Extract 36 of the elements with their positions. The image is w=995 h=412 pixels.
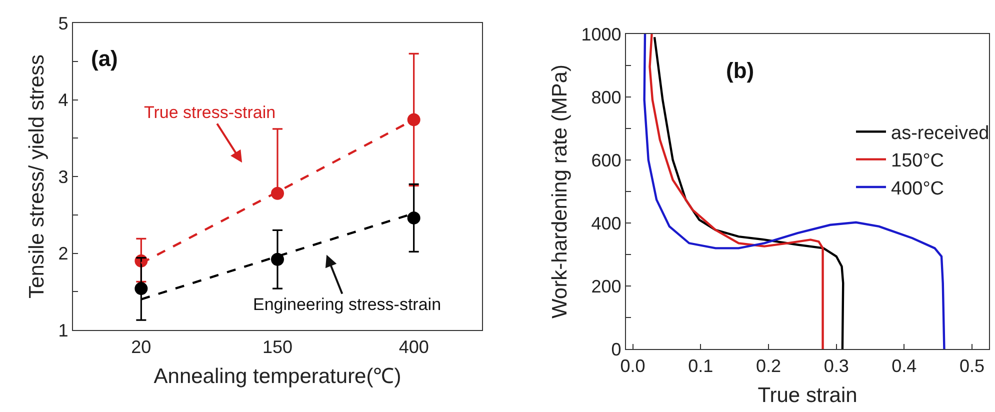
y-tick-label: 400 xyxy=(591,213,622,234)
y-tick-label: 5 xyxy=(58,13,68,34)
point xyxy=(271,252,284,266)
x-tick-label: 20 xyxy=(131,336,152,357)
point xyxy=(407,211,420,224)
x-tick-label: 0.4 xyxy=(892,356,917,376)
legend-label: as-received xyxy=(891,123,990,144)
annotation: True stress-strain xyxy=(144,103,276,122)
y-tick-label: 800 xyxy=(591,87,622,108)
x-tick-label: 0.3 xyxy=(824,356,849,376)
x-axis-title: Annealing temperature(℃) xyxy=(154,364,402,388)
x-tick-label: 150 xyxy=(262,336,293,357)
y-tick-label: 1000 xyxy=(581,24,622,44)
y-tick-label: 1 xyxy=(58,320,68,340)
x-tick-label: 400 xyxy=(398,336,429,357)
y-tick-label: 600 xyxy=(591,150,622,170)
y-axis-title: Tensile stress/ yield stress xyxy=(25,54,48,298)
legend-label: 150°C xyxy=(891,150,944,172)
annotation: Engineering stress-strain xyxy=(253,295,442,314)
point xyxy=(271,186,284,200)
annotation: (a) xyxy=(91,46,118,71)
y-tick-label: 3 xyxy=(58,166,68,187)
x-tick-label: 0.2 xyxy=(756,356,782,376)
y-axis-title: Work-hardening rate (MPa) xyxy=(548,64,572,319)
y-tick-label: 4 xyxy=(58,90,68,110)
x-axis-title: True strain xyxy=(758,384,858,407)
y-tick-label: 2 xyxy=(58,244,68,264)
x-tick-label: 0.5 xyxy=(960,356,985,376)
y-tick-label: 0 xyxy=(611,339,622,360)
point xyxy=(134,282,148,296)
point xyxy=(407,113,420,126)
x-tick-label: 0.0 xyxy=(620,356,646,376)
x-tick-label: 0.1 xyxy=(688,356,714,376)
legend-label: 400°C xyxy=(891,178,944,200)
annotation: (b) xyxy=(726,58,754,83)
y-tick-label: 200 xyxy=(591,276,622,296)
